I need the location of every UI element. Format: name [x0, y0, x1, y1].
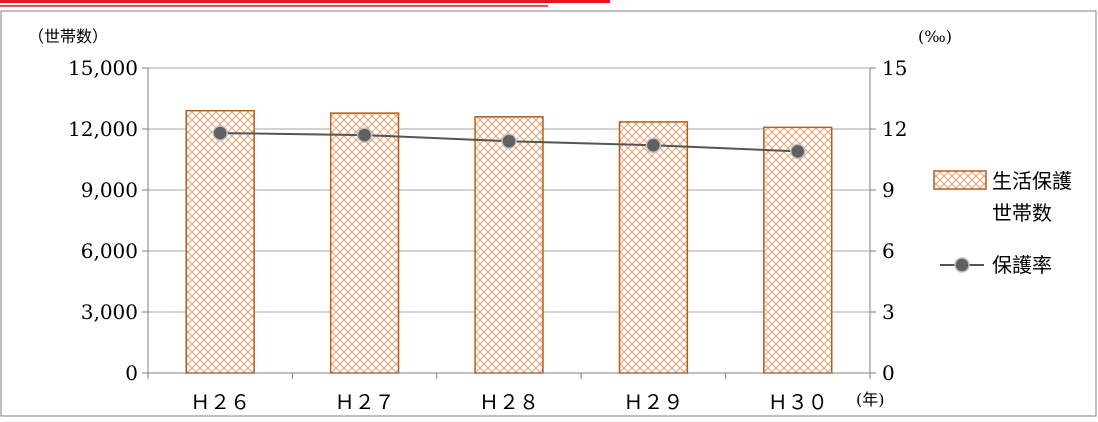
line-series	[212, 125, 806, 160]
y-left-tick-label: 15,000	[68, 56, 138, 80]
y-right-tick-label: 0	[882, 361, 895, 385]
legend-bar-swatch	[933, 170, 987, 190]
top-accent-bar	[0, 0, 610, 3]
axes: 0 3,000 6,000 9,000 12,000 15,000 0 3 6 9 12 15 Ｈ２６ Ｈ…	[68, 56, 907, 414]
legend-line-marker	[954, 257, 970, 273]
legend: 生活保護 世帯数 保護率	[933, 169, 1072, 277]
rate-point-1	[212, 125, 228, 141]
x-unit-label: (年)	[856, 390, 885, 409]
x-tick-label: Ｈ２６	[190, 390, 250, 414]
y-left-tick-label: 6,000	[81, 239, 138, 263]
bar-1	[185, 109, 255, 374]
y-right-tick-label: 12	[882, 117, 907, 141]
rate-point-2	[356, 127, 373, 143]
y-left-tick-label: 3,000	[81, 300, 138, 324]
y-right-tick-label: 9	[882, 178, 895, 202]
rate-point-5	[790, 143, 806, 160]
y-left-tick-label: 12,000	[68, 117, 138, 141]
bar-5	[763, 126, 833, 374]
legend-bar-label-line2: 世帯数	[992, 201, 1052, 225]
x-tick-label: Ｈ２９	[623, 390, 683, 414]
bar-2	[329, 112, 400, 374]
y-left-unit-label: （世帯数）	[28, 27, 108, 46]
legend-line-label: 保護率	[992, 253, 1052, 277]
y-right-unit-label: (‰)	[918, 27, 952, 46]
x-tick-label: Ｈ３０	[768, 390, 828, 414]
x-tick-label: Ｈ２７	[335, 390, 395, 414]
rate-point-3	[501, 133, 517, 149]
x-tick-label: Ｈ２８	[479, 390, 539, 414]
bar-3	[474, 116, 544, 374]
rate-point-4	[645, 137, 662, 154]
y-right-tick-label: 6	[882, 239, 895, 263]
y-left-tick-label: 0	[125, 361, 138, 385]
bar-4	[618, 121, 689, 374]
y-right-tick-label: 15	[882, 56, 907, 80]
chart-frame	[0, 10, 1097, 417]
y-left-tick-label: 9,000	[81, 178, 138, 202]
bar-series	[185, 109, 833, 374]
y-right-tick-label: 3	[882, 300, 895, 324]
legend-bar-label-line1: 生活保護	[992, 169, 1072, 193]
